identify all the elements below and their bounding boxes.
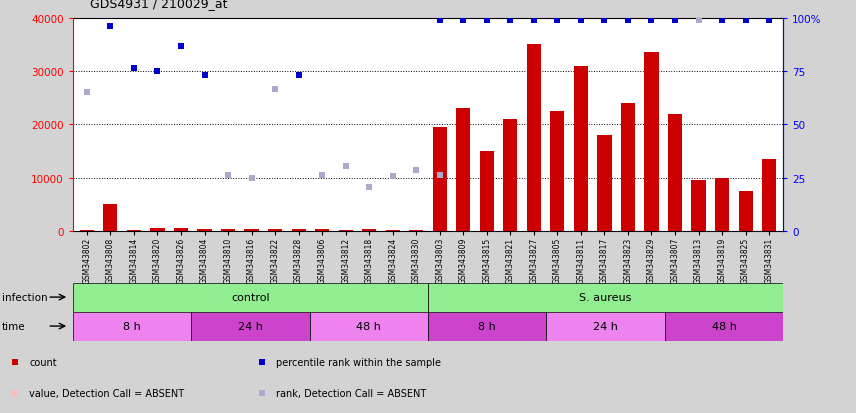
Point <box>255 390 269 396</box>
Point <box>292 72 306 79</box>
Bar <box>456 109 470 231</box>
Point <box>104 23 117 30</box>
Bar <box>221 229 235 231</box>
Bar <box>127 230 141 231</box>
Bar <box>432 128 447 231</box>
Text: 24 h: 24 h <box>238 321 263 331</box>
Bar <box>526 45 541 231</box>
Bar <box>245 230 259 231</box>
Text: count: count <box>29 358 56 368</box>
Point <box>80 90 93 96</box>
Text: 48 h: 48 h <box>356 321 381 331</box>
Point <box>221 172 235 179</box>
Bar <box>428 312 546 341</box>
Bar <box>310 312 428 341</box>
Text: control: control <box>231 292 270 302</box>
Bar <box>104 205 117 231</box>
Bar <box>198 229 211 231</box>
Point <box>174 43 187 50</box>
Point <box>645 18 658 24</box>
Bar <box>503 120 517 231</box>
Bar <box>668 114 682 231</box>
Text: 48 h: 48 h <box>711 321 736 331</box>
Point <box>480 18 494 24</box>
Point <box>621 18 635 24</box>
Text: percentile rank within the sample: percentile rank within the sample <box>276 358 442 368</box>
Point <box>198 72 211 79</box>
Bar <box>339 230 353 231</box>
Bar <box>645 53 658 231</box>
Point <box>255 359 269 366</box>
Text: GDS4931 / 210029_at: GDS4931 / 210029_at <box>90 0 228 10</box>
Bar <box>762 159 776 231</box>
Point <box>409 167 423 173</box>
Point <box>550 18 564 24</box>
Point <box>597 18 611 24</box>
Point <box>8 359 21 366</box>
Bar <box>597 135 611 231</box>
Bar <box>268 230 282 231</box>
Point <box>8 390 21 396</box>
Point <box>339 163 353 170</box>
Bar <box>151 229 164 231</box>
Text: time: time <box>2 321 26 331</box>
Point <box>692 18 705 24</box>
Point <box>268 86 282 93</box>
Bar <box>362 230 377 231</box>
Bar <box>428 283 783 312</box>
Bar <box>73 312 191 341</box>
Point <box>433 172 447 179</box>
Point <box>386 173 400 180</box>
Bar <box>386 230 400 231</box>
Text: value, Detection Call = ABSENT: value, Detection Call = ABSENT <box>29 388 184 398</box>
Point <box>574 18 588 24</box>
Bar <box>409 230 424 231</box>
Text: infection: infection <box>2 292 47 302</box>
Bar <box>692 181 705 231</box>
Text: 8 h: 8 h <box>123 321 141 331</box>
Bar <box>715 178 729 231</box>
Point <box>669 18 682 24</box>
Point <box>456 18 470 24</box>
Bar <box>574 66 588 231</box>
Point <box>151 69 164 75</box>
Text: S. aureus: S. aureus <box>580 292 632 302</box>
Text: 24 h: 24 h <box>593 321 618 331</box>
Point <box>503 18 517 24</box>
Bar <box>174 228 188 231</box>
Bar <box>191 312 310 341</box>
Text: 8 h: 8 h <box>479 321 496 331</box>
Bar <box>546 312 665 341</box>
Point <box>527 18 541 24</box>
Text: rank, Detection Call = ABSENT: rank, Detection Call = ABSENT <box>276 388 427 398</box>
Point <box>739 18 752 24</box>
Bar <box>73 283 428 312</box>
Bar <box>621 104 635 231</box>
Point <box>716 18 729 24</box>
Bar <box>292 230 306 231</box>
Point <box>763 18 776 24</box>
Point <box>433 18 447 24</box>
Point <box>127 66 140 72</box>
Bar <box>315 229 330 231</box>
Bar <box>479 152 494 231</box>
Point <box>245 175 259 181</box>
Bar <box>665 312 783 341</box>
Bar <box>550 112 564 231</box>
Point <box>362 184 376 190</box>
Bar <box>80 230 94 231</box>
Bar <box>739 191 752 231</box>
Point <box>315 172 329 179</box>
